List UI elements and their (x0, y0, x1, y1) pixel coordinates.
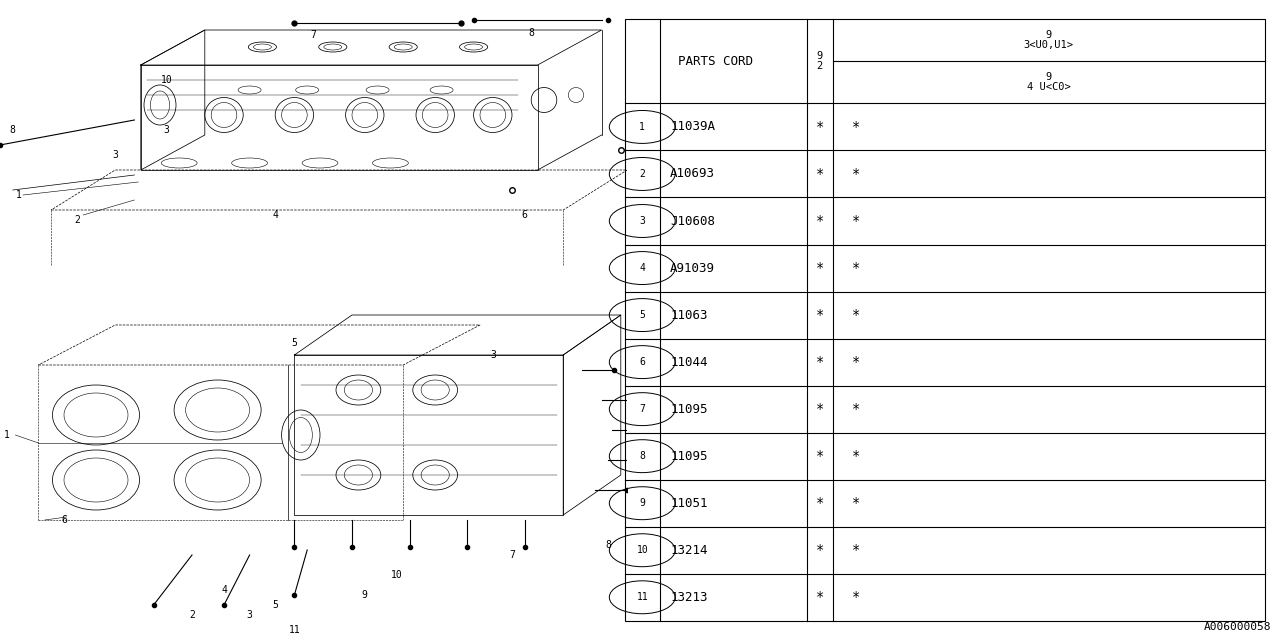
Text: 11051: 11051 (671, 497, 708, 509)
Text: A10693: A10693 (671, 168, 716, 180)
Text: *: * (815, 308, 824, 322)
Text: 6: 6 (522, 210, 527, 220)
Text: 3: 3 (639, 216, 645, 226)
Text: 2: 2 (639, 169, 645, 179)
Text: *: * (851, 308, 860, 322)
Text: 11039A: 11039A (671, 120, 716, 134)
Text: *: * (851, 449, 860, 463)
Text: 5: 5 (273, 600, 278, 610)
Text: 1: 1 (4, 430, 9, 440)
Text: *: * (851, 261, 860, 275)
Text: 6: 6 (639, 357, 645, 367)
Text: 4: 4 (639, 263, 645, 273)
Text: 8: 8 (529, 28, 534, 38)
Text: 3: 3 (490, 350, 495, 360)
Text: 4: 4 (221, 585, 227, 595)
Text: *: * (815, 449, 824, 463)
Text: 6: 6 (61, 515, 67, 525)
Text: 9: 9 (639, 498, 645, 508)
Text: *: * (851, 543, 860, 557)
Text: 5: 5 (292, 338, 297, 348)
Text: 2: 2 (74, 215, 79, 225)
Text: 1: 1 (639, 122, 645, 132)
Text: 9
3<U0,U1>: 9 3<U0,U1> (1024, 30, 1074, 51)
Text: 10: 10 (390, 570, 403, 580)
Text: 11063: 11063 (671, 308, 708, 321)
Text: *: * (851, 496, 860, 510)
Text: *: * (815, 543, 824, 557)
Bar (625, 19, 1265, 621)
Text: *: * (851, 167, 860, 181)
Text: A91039: A91039 (671, 262, 716, 275)
Text: 11095: 11095 (671, 403, 708, 415)
Text: *: * (851, 402, 860, 416)
Text: *: * (815, 167, 824, 181)
Text: 3: 3 (113, 150, 118, 160)
Text: 8: 8 (605, 540, 611, 550)
Text: 3: 3 (247, 610, 252, 620)
Text: 11: 11 (636, 592, 648, 602)
Text: *: * (851, 214, 860, 228)
Text: 3: 3 (164, 125, 169, 135)
Text: 10: 10 (636, 545, 648, 556)
Text: *: * (815, 355, 824, 369)
Text: 2: 2 (189, 610, 195, 620)
Text: PARTS CORD: PARTS CORD (678, 55, 754, 68)
Text: 9
2: 9 2 (817, 51, 823, 71)
Text: 8: 8 (639, 451, 645, 461)
Text: *: * (815, 261, 824, 275)
Text: J10608: J10608 (671, 214, 716, 227)
Text: 7: 7 (311, 30, 316, 40)
Text: 9: 9 (362, 590, 367, 600)
Text: 4: 4 (273, 210, 278, 220)
Text: *: * (815, 402, 824, 416)
Text: 11: 11 (288, 625, 301, 635)
Text: 8: 8 (10, 125, 15, 135)
Text: *: * (815, 214, 824, 228)
Text: *: * (851, 590, 860, 604)
Text: 11044: 11044 (671, 356, 708, 369)
Text: 7: 7 (639, 404, 645, 414)
Text: 5: 5 (639, 310, 645, 320)
Text: *: * (815, 590, 824, 604)
Text: *: * (815, 120, 824, 134)
Text: A006000058: A006000058 (1203, 622, 1271, 632)
Text: *: * (851, 120, 860, 134)
Text: *: * (815, 496, 824, 510)
Text: 13213: 13213 (671, 591, 708, 604)
Text: 9
4 U<C0>: 9 4 U<C0> (1027, 72, 1070, 92)
Text: 13214: 13214 (671, 544, 708, 557)
Text: 11095: 11095 (671, 450, 708, 463)
Text: *: * (851, 355, 860, 369)
Text: 7: 7 (509, 550, 515, 560)
Text: 1: 1 (17, 190, 22, 200)
Text: 10: 10 (160, 75, 173, 85)
